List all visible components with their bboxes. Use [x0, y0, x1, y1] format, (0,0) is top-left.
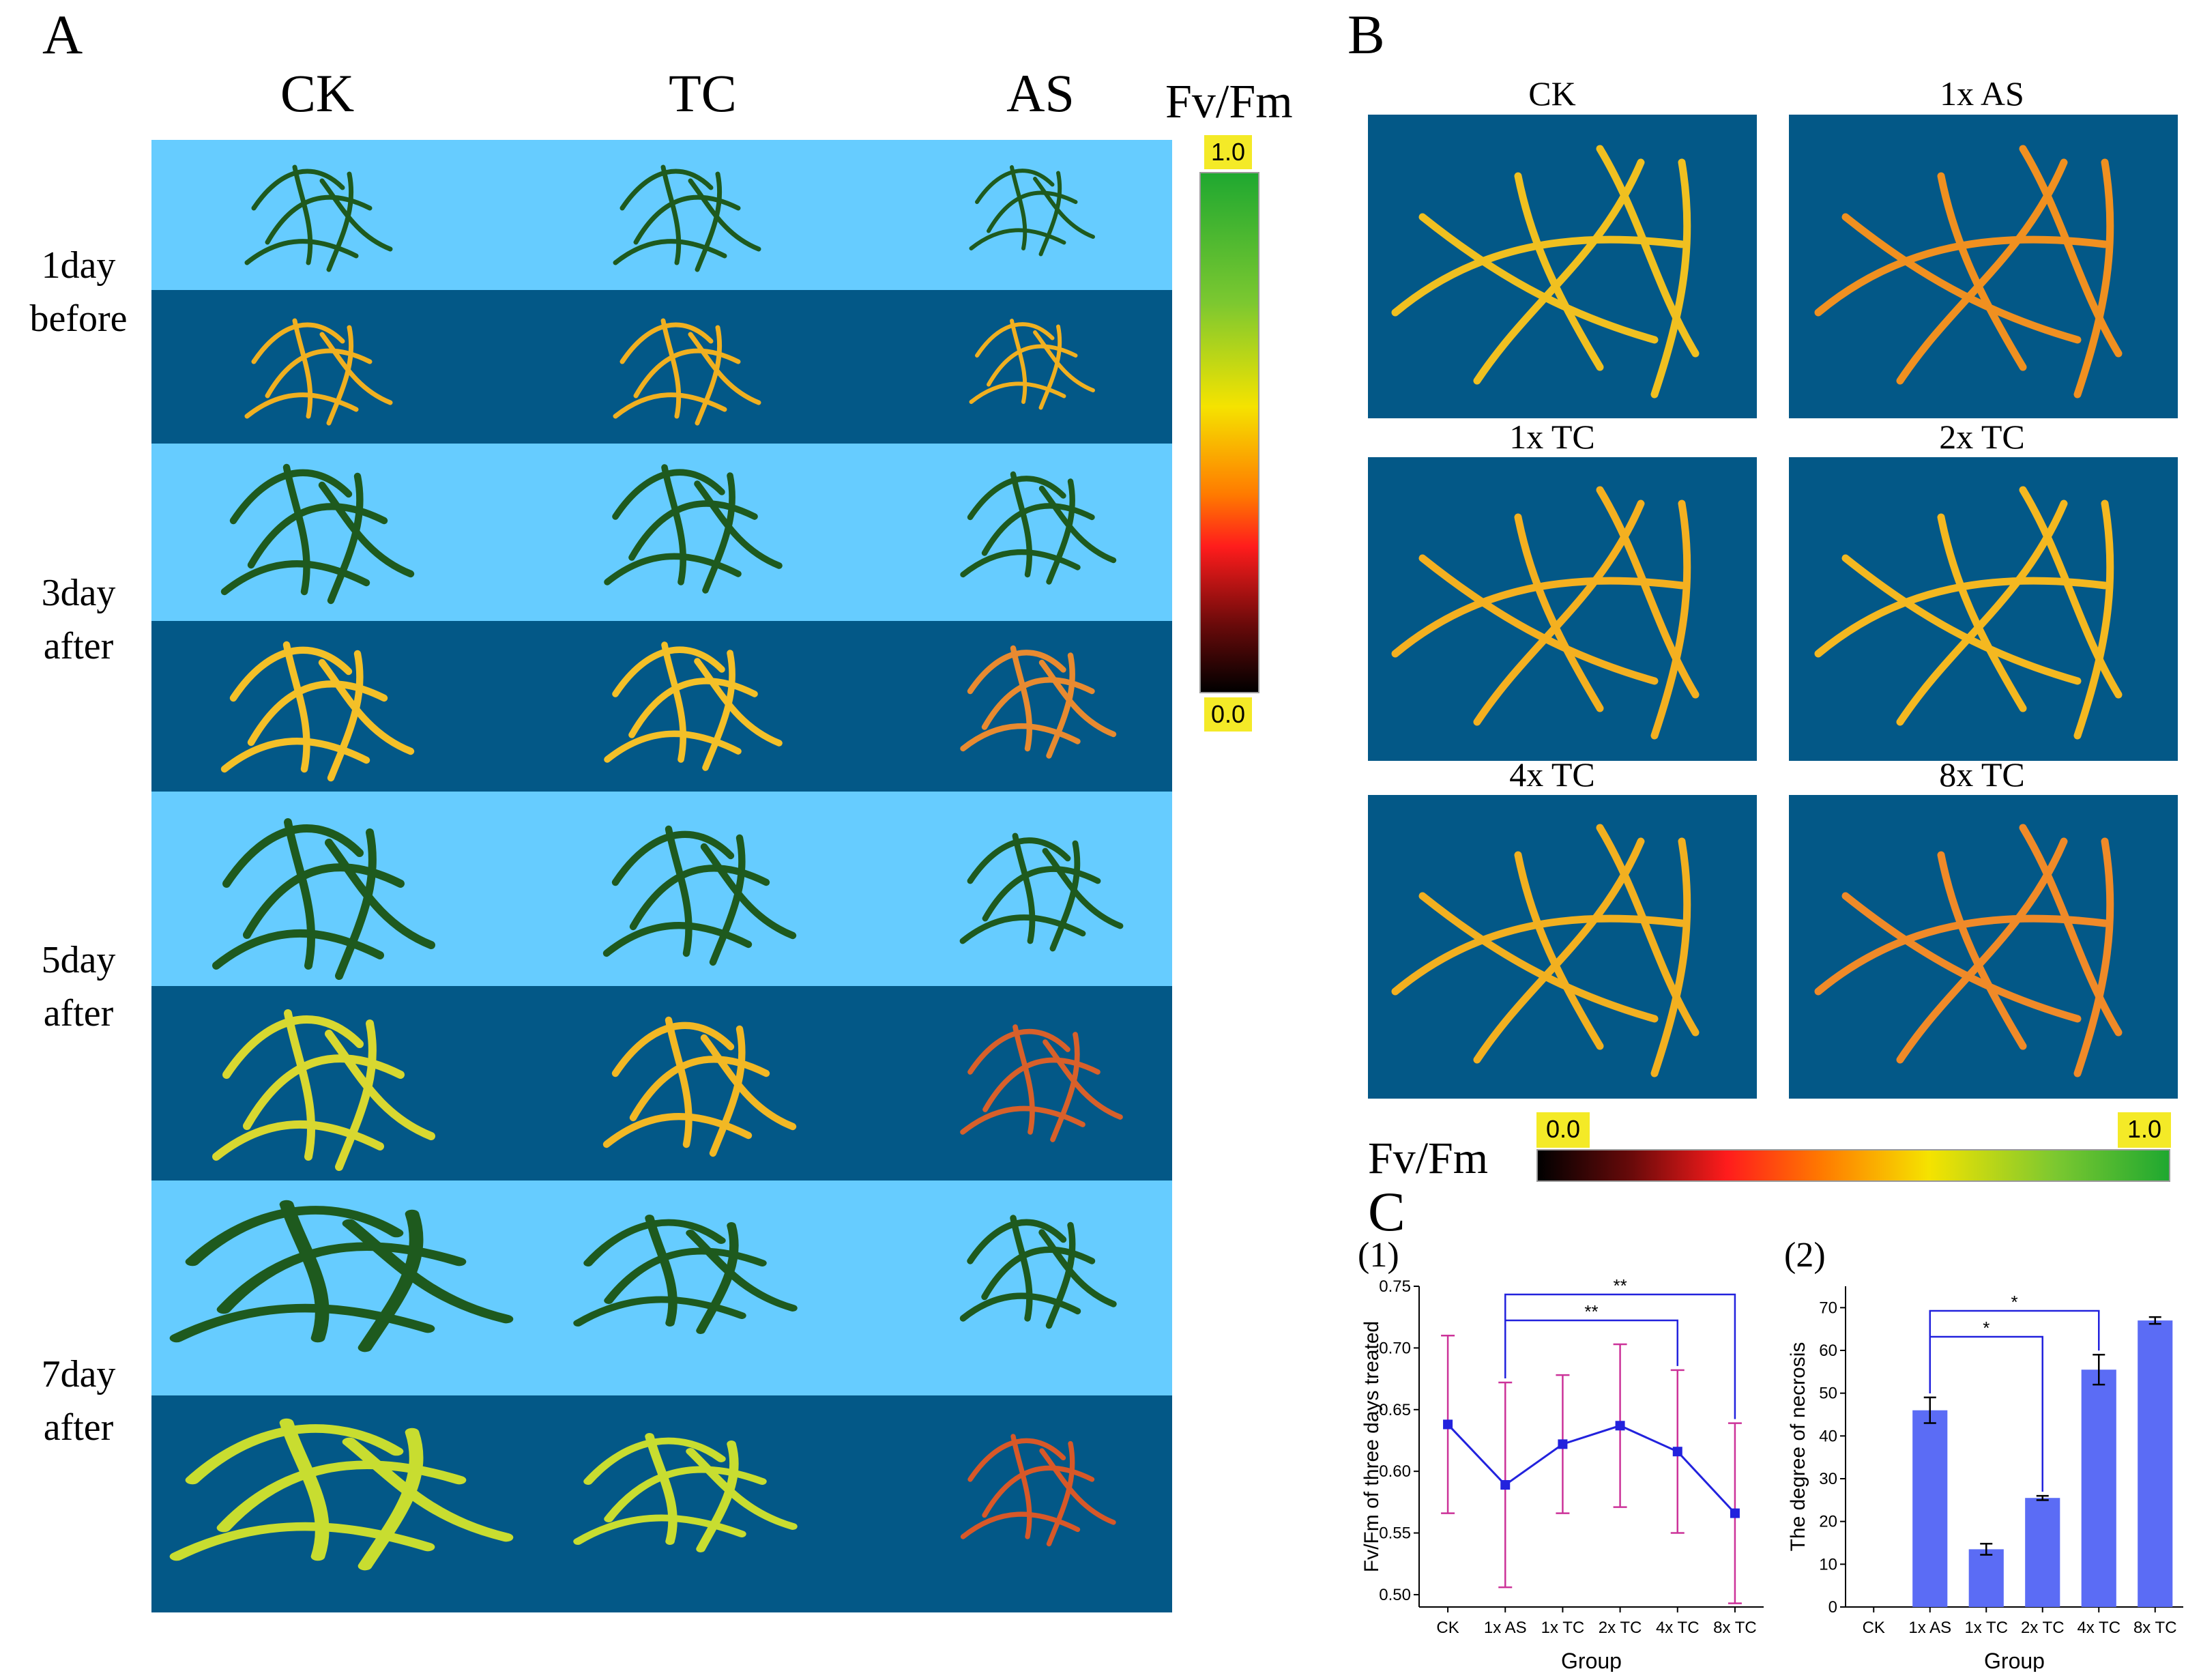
y-tick-label: 0.70 — [1379, 1339, 1411, 1357]
row-label-line1: 1day — [41, 244, 116, 287]
x-tick-label: 2x TC — [1599, 1619, 1642, 1637]
thumb-title-1x-tc: 1x TC — [1509, 418, 1595, 456]
significance-label: ** — [1613, 1276, 1627, 1296]
y-tick-label: 0.65 — [1379, 1401, 1411, 1419]
line-chart: 0.50 0.55 0.60 0.65 0.70 0.75 CK 1x AS 1x TC 2x T… — [1360, 1276, 1764, 1672]
x-axis-label: Group — [1561, 1649, 1622, 1672]
column-header-ck: CK — [280, 63, 355, 123]
thumb-title-8x-tc: 8x TC — [1939, 755, 2025, 794]
x-tick-label: CK — [1863, 1619, 1885, 1637]
significance-label: ** — [1584, 1301, 1598, 1322]
seedling-images — [151, 140, 1172, 1612]
x-tick-label: 1x TC — [1964, 1619, 2008, 1637]
bar — [1912, 1410, 1948, 1607]
bar — [2025, 1498, 2060, 1607]
row-label-1day: 1day before — [14, 239, 143, 346]
y-tick-label: 0 — [1828, 1598, 1837, 1617]
thumb-ck — [1368, 115, 1757, 418]
x-tick-label: 1x AS — [1484, 1619, 1527, 1637]
scale-b-max: 1.0 — [2118, 1112, 2171, 1148]
x-tick-label: 4x TC — [1656, 1619, 1700, 1637]
column-header-tc: TC — [669, 63, 737, 123]
row-label-line1: 5day — [41, 939, 116, 981]
panel-a-letter: A — [42, 3, 83, 66]
y-tick-label: 40 — [1819, 1427, 1837, 1445]
row-label-line1: 3day — [41, 572, 116, 614]
scale-a-title: Fv/Fm — [1165, 76, 1293, 128]
y-tick-label: 10 — [1819, 1555, 1837, 1574]
y-tick-label: 70 — [1819, 1299, 1837, 1317]
thumb-leaf-images — [1368, 115, 2180, 1101]
thumb-title-ck: CK — [1528, 74, 1576, 113]
row-label-5day: 5day after — [14, 933, 143, 1041]
thumb-title-1x-as: 1x AS — [1940, 74, 2024, 113]
y-tick-label: 0.75 — [1379, 1277, 1411, 1296]
x-tick-label: 1x TC — [1541, 1619, 1585, 1637]
y-tick-label: 60 — [1819, 1342, 1837, 1360]
y-tick-label: 20 — [1819, 1513, 1837, 1531]
row-label-7day: 7day after — [14, 1348, 143, 1455]
bar — [2138, 1320, 2173, 1607]
subpanel-1-label: (1) — [1358, 1236, 1399, 1275]
bar-chart: 0 10 20 30 40 50 60 70 CK 1x AS 1x TC 2x TC 4x TC 8x … — [1787, 1286, 2183, 1672]
panel-b-letter: B — [1347, 3, 1385, 66]
row-label-line2: after — [43, 992, 114, 1035]
x-tick-label: CK — [1436, 1619, 1459, 1637]
x-tick-label: 1x AS — [1908, 1619, 1951, 1637]
column-header-as: AS — [1006, 63, 1075, 123]
row-label-line1: 7day — [41, 1353, 116, 1395]
scale-b-title: Fv/Fm — [1368, 1133, 1489, 1183]
y-tick-label: 30 — [1819, 1470, 1837, 1488]
significance-bracket — [1504, 1319, 1678, 1378]
x-tick-label: 8x TC — [1713, 1619, 1757, 1637]
row-label-line2: after — [43, 1406, 114, 1449]
data-point — [1672, 1447, 1682, 1457]
subpanel-2-label: (2) — [1784, 1236, 1826, 1275]
scale-b-min: 0.0 — [1536, 1112, 1590, 1148]
significance-label: * — [1983, 1318, 1989, 1338]
thumb-title-2x-tc: 2x TC — [1939, 418, 2025, 456]
x-tick-label: 2x TC — [2021, 1619, 2065, 1637]
y-tick-label: 50 — [1819, 1385, 1837, 1403]
data-point — [1730, 1508, 1740, 1518]
data-point — [1615, 1421, 1625, 1431]
thumb-1x-tc — [1368, 457, 1757, 761]
bar — [1968, 1549, 2004, 1607]
bar — [2081, 1370, 2116, 1607]
significance-bracket — [1504, 1293, 1736, 1419]
panel-c-letter: C — [1368, 1181, 1405, 1243]
thumb-8x-tc — [1789, 795, 2178, 1099]
row-label-3day: 3day after — [14, 566, 143, 674]
y-tick-label: 0.60 — [1379, 1462, 1411, 1481]
data-point — [1443, 1419, 1453, 1430]
data-point — [1500, 1480, 1511, 1490]
x-tick-label: 4x TC — [2077, 1619, 2120, 1637]
row-label-line2: after — [43, 625, 114, 668]
thumb-1x-as — [1789, 115, 2178, 418]
data-point — [1558, 1439, 1568, 1449]
series-line — [1446, 1423, 1736, 1514]
scale-a-max: 1.0 — [1204, 135, 1252, 169]
thumb-2x-tc — [1789, 457, 2178, 761]
x-axis-label: Group — [1984, 1649, 2045, 1672]
y-tick-label: 0.50 — [1379, 1586, 1411, 1604]
scale-b-gradient — [1536, 1149, 2170, 1182]
significance-label: * — [2011, 1292, 2017, 1312]
significance-bracket — [1929, 1309, 2100, 1393]
scale-a-gradient — [1199, 172, 1259, 693]
y-axis-label: Fv/Fm of three days treated — [1360, 1321, 1383, 1572]
thumb-title-4x-tc: 4x TC — [1509, 755, 1595, 794]
scale-a-min: 0.0 — [1204, 697, 1252, 732]
thumb-4x-tc — [1368, 795, 1757, 1099]
row-label-line2: before — [29, 298, 128, 341]
y-axis-label: The degree of necrosis — [1787, 1342, 1809, 1552]
y-tick-label: 0.55 — [1379, 1524, 1411, 1543]
x-tick-label: 8x TC — [2133, 1619, 2177, 1637]
